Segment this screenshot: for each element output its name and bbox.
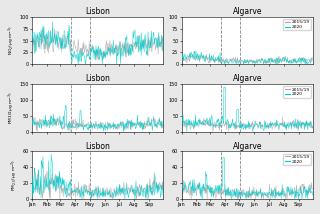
Legend: 2015/19, 2020: 2015/19, 2020 bbox=[284, 153, 311, 165]
Title: Lisbon: Lisbon bbox=[85, 7, 110, 16]
Title: Lisbon: Lisbon bbox=[85, 141, 110, 150]
Y-axis label: NO$_2$($\mu$g m$^{-3}$): NO$_2$($\mu$g m$^{-3}$) bbox=[7, 26, 17, 55]
Legend: 2015/19, 2020: 2015/19, 2020 bbox=[284, 19, 311, 31]
Title: Lisbon: Lisbon bbox=[85, 74, 110, 83]
Title: Algarve: Algarve bbox=[233, 7, 262, 16]
Title: Algarve: Algarve bbox=[233, 141, 262, 150]
Y-axis label: PM10($\mu$g m$^{-3}$): PM10($\mu$g m$^{-3}$) bbox=[7, 91, 17, 124]
Title: Algarve: Algarve bbox=[233, 74, 262, 83]
Y-axis label: PM$_{2.5}$($\mu$g m$^{-3}$): PM$_{2.5}$($\mu$g m$^{-3}$) bbox=[10, 159, 20, 191]
Legend: 2015/19, 2020: 2015/19, 2020 bbox=[284, 86, 311, 98]
